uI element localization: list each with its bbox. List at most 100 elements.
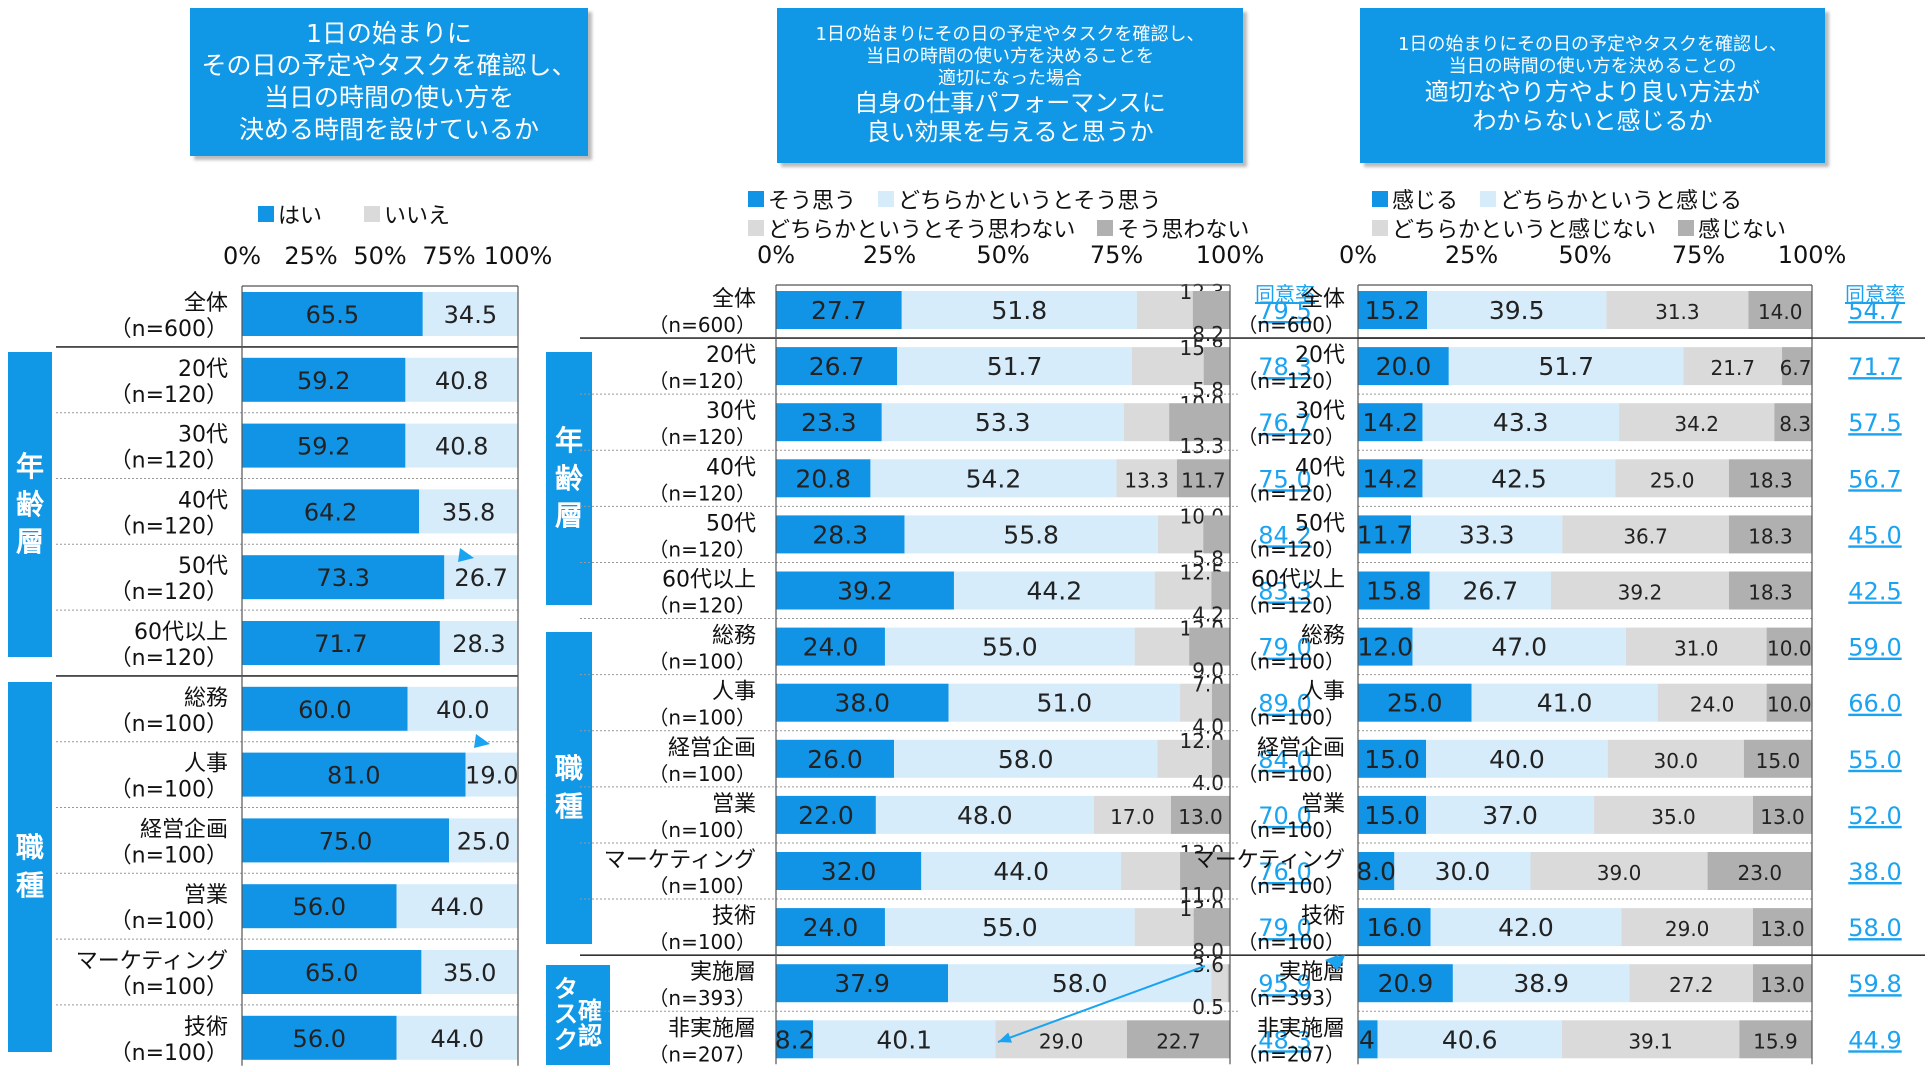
bar-value-label: 65.0	[305, 959, 358, 987]
bar-value-label: 13.0	[1760, 917, 1805, 941]
bar-segment	[242, 292, 423, 336]
bar-value-label: 9.0	[1192, 659, 1224, 683]
bar-value-label: 55.0	[982, 633, 1038, 662]
left-legend: はい いいえ	[258, 198, 472, 230]
bar-segment	[1211, 964, 1228, 1003]
bar-segment	[444, 555, 518, 600]
category-label: 人事	[712, 680, 756, 705]
bar-segment	[1452, 964, 1630, 1003]
category-label: 技術	[1301, 904, 1345, 929]
category-label: 経営企画	[668, 736, 756, 761]
bar-segment	[1728, 515, 1812, 554]
agree-rate-value: 75.0	[1258, 465, 1311, 493]
legend-swatch-icon	[878, 191, 895, 207]
category-label: 営業	[1301, 792, 1345, 817]
bar-segment	[884, 627, 1135, 666]
category-label: 40代	[706, 455, 756, 480]
bar-value-label: 19.0	[465, 762, 518, 790]
bar-segment	[439, 621, 518, 665]
bar-segment	[1154, 571, 1212, 610]
bar-value-label: 13.0	[1760, 805, 1805, 829]
bar-segment	[242, 818, 449, 863]
bar-value-label: 15.8	[1366, 577, 1422, 606]
category-n-label: （n=100）	[1237, 706, 1345, 730]
bar-segment	[1126, 1020, 1230, 1059]
category-label: 全体	[184, 291, 228, 316]
category-label: 50代	[178, 554, 228, 579]
bar-value-label: 21.7	[1711, 356, 1756, 380]
bar-segment	[1657, 683, 1767, 722]
agree-rate-value: 78.3	[1258, 353, 1311, 381]
category-label: 実施層	[690, 960, 756, 985]
mid-header-small-3: 適切になった場合	[938, 67, 1082, 89]
right-legend-row-1: 感じる どちらかというと感じる	[1372, 183, 1764, 215]
agree-rate-value: 76.0	[1258, 858, 1311, 886]
legend-swatch-icon	[258, 206, 274, 222]
category-n-label: （n=120）	[1237, 425, 1345, 449]
bar-segment	[1358, 795, 1427, 834]
bar-value-label: 30.0	[1435, 857, 1491, 886]
category-n-label: （n=100）	[648, 818, 756, 842]
agree-rate-value: 83.3	[1258, 578, 1311, 606]
right-header-large-2: わからないと感じるか	[1472, 107, 1713, 136]
agree-rate-value: 52.0	[1848, 802, 1901, 830]
category-label: 30代	[178, 423, 228, 448]
category-n-label: （n=100）	[648, 650, 756, 674]
bar-value-label: 29.0	[1665, 917, 1710, 941]
bar-segment	[1358, 683, 1472, 722]
bar-segment	[1180, 852, 1230, 890]
bar-value-label: 41.0	[1537, 689, 1593, 718]
bar-value-label: 51.8	[992, 296, 1048, 325]
legend-label: そう思う	[768, 189, 857, 214]
category-n-label: （n=100）	[648, 762, 756, 786]
bar-segment	[1093, 795, 1171, 834]
bar-segment	[776, 515, 905, 554]
bar-segment	[242, 555, 445, 600]
axis-tick-label: 25%	[863, 241, 916, 269]
bar-value-label: 58.0	[998, 745, 1054, 774]
bar-value-label: 55.8	[1003, 520, 1059, 549]
bar-value-label: 28.3	[812, 520, 868, 549]
legend-swatch-icon	[1097, 220, 1114, 236]
bar-segment	[1683, 347, 1783, 386]
left-question-header: 1日の始まりに その日の予定やタスクを確認し、 当日の時間の使い方を 決める時間…	[190, 8, 588, 156]
category-n-label: （n=100）	[1237, 818, 1345, 842]
category-n-label: （n=100）	[648, 874, 756, 898]
agree-rate-value: 44.9	[1848, 1026, 1901, 1054]
category-label: 経営企画	[140, 817, 228, 842]
bar-segment	[776, 739, 895, 778]
bar-value-label: 40.6	[1442, 1025, 1498, 1054]
bar-segment	[1134, 627, 1190, 666]
axis-tick-label: 0%	[757, 241, 795, 269]
bar-value-label: 4.2	[1192, 603, 1224, 627]
bar-segment	[1561, 1020, 1740, 1059]
bar-segment	[1550, 571, 1729, 610]
bar-segment	[948, 964, 1212, 1003]
bar-segment	[1606, 291, 1749, 329]
category-label: 30代	[706, 399, 756, 424]
bar-value-label: 58.0	[1052, 969, 1108, 998]
axis-tick-label: 100%	[484, 242, 553, 270]
bar-value-label: 54.2	[966, 464, 1022, 493]
bar-segment	[776, 347, 898, 386]
legend-item-somewhat-agree: どちらかというとそう思う	[878, 183, 1161, 215]
bar-value-label: 31.3	[1655, 300, 1700, 324]
bar-value-label: 39.2	[837, 577, 893, 606]
legend-item-somewhat-feel: どちらかというと感じる	[1480, 183, 1742, 215]
legend-label: はい	[278, 204, 323, 229]
bar-value-label: 81.0	[327, 762, 380, 790]
group-label-char: ク	[554, 1025, 578, 1054]
mid-header-large-1: 自身の仕事パフォーマンスに	[854, 89, 1166, 118]
category-n-label: （n=120）	[110, 449, 228, 474]
bar-value-label: 14.2	[1362, 408, 1418, 437]
bar-value-label: 8.0	[1356, 857, 1396, 886]
legend-item-yes: はい	[258, 198, 322, 230]
category-label: 経営企画	[1257, 736, 1345, 761]
bar-segment	[1169, 403, 1230, 442]
right-question-header: 1日の始まりにその日の予定やタスクを確認し、 当日の時間の使い方を決めることの …	[1360, 8, 1825, 163]
category-label: 人事	[184, 752, 228, 777]
bar-value-label: 39.5	[1489, 296, 1545, 325]
bar-value-label: 35.0	[443, 959, 496, 987]
bar-segment	[1594, 795, 1753, 834]
group-label-char: 層	[554, 499, 583, 533]
